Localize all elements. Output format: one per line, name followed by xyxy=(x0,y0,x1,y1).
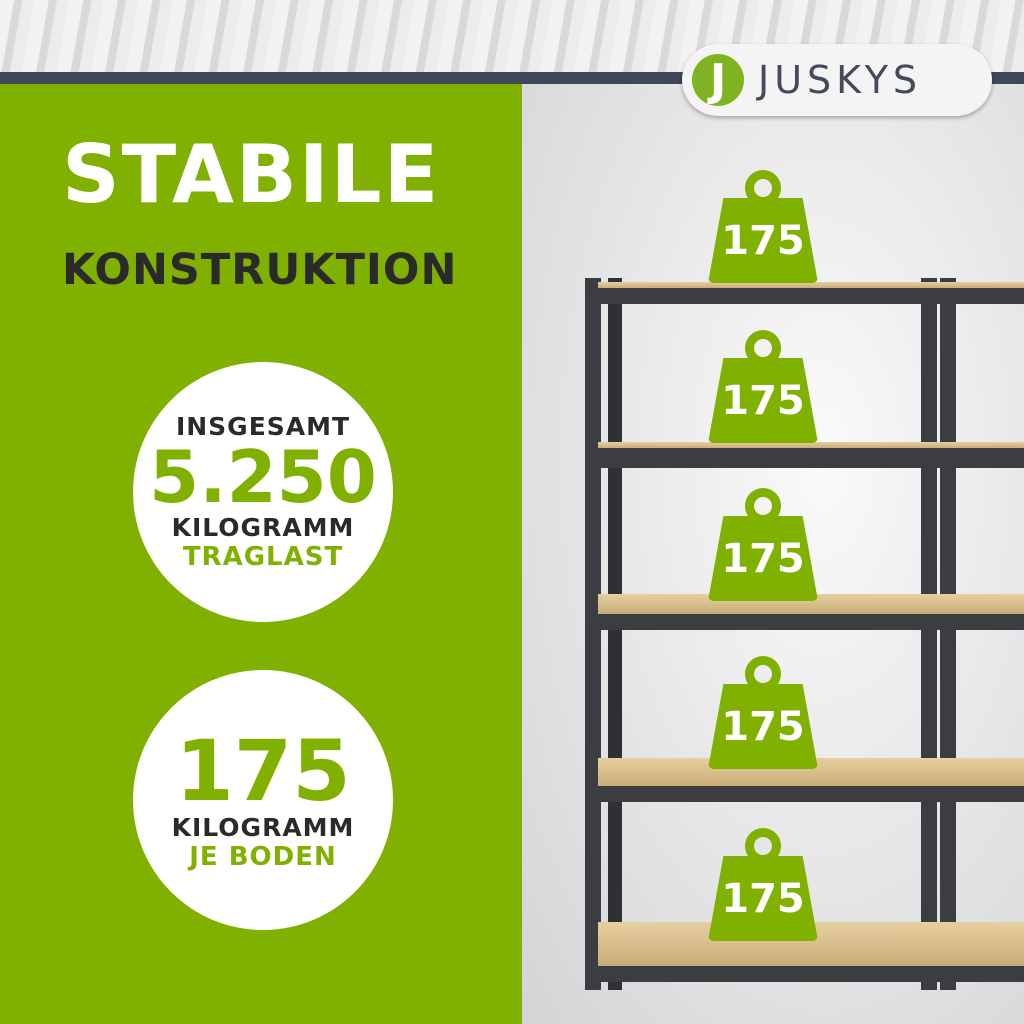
headline-subtitle: KONSTRUKTION xyxy=(62,245,458,295)
badge-unit: KILOGRAMM xyxy=(171,812,355,842)
weight-icon: 175 xyxy=(708,488,818,603)
per-shelf-badge: 175 KILOGRAMM JE BODEN xyxy=(133,670,393,930)
weight-icon: 175 xyxy=(708,656,818,771)
badge-caption: TRAGLAST xyxy=(182,542,344,572)
shelf-board xyxy=(598,442,1024,478)
shelf-post xyxy=(608,278,622,990)
shelf-post xyxy=(921,278,937,990)
weight-icon: 175 xyxy=(708,170,818,285)
brand-name: JUSKYS xyxy=(758,58,923,102)
badge-caption: JE BODEN xyxy=(189,841,337,872)
shelf-board xyxy=(598,594,1024,630)
weight-icon: 175 xyxy=(708,828,818,943)
logo-icon: J xyxy=(692,54,744,106)
shelf-post xyxy=(585,278,601,990)
headline-title: STABILE xyxy=(62,128,441,221)
total-load-badge: INSGESAMT 5.250 KILOGRAMM TRAGLAST xyxy=(133,362,393,622)
badge-label: INSGESAMT xyxy=(175,412,351,441)
badge-unit: KILOGRAMM xyxy=(171,513,355,542)
brand-logo: J JUSKYS xyxy=(682,44,992,116)
weight-icon: 175 xyxy=(708,330,818,445)
badge-value: 5.250 xyxy=(149,435,377,519)
badge-value: 175 xyxy=(175,721,351,820)
shelf-board xyxy=(598,282,1024,318)
shelf-post xyxy=(940,278,956,990)
